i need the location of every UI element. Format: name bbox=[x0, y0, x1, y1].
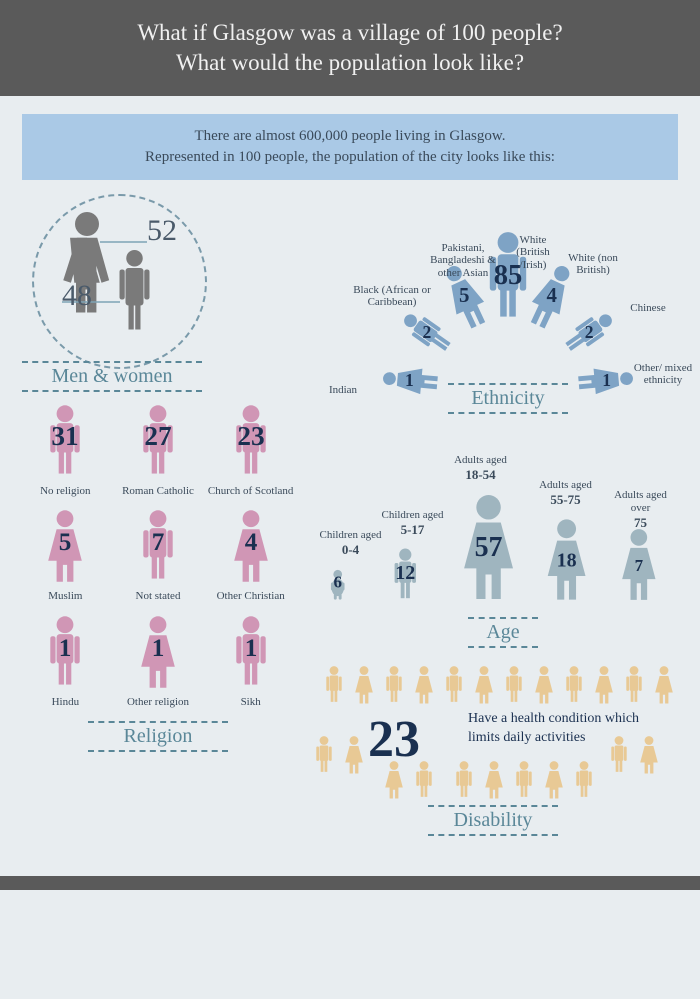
svg-text:18: 18 bbox=[557, 549, 577, 571]
religion-item: 5Muslim bbox=[22, 507, 109, 603]
religion-item: 31No religion bbox=[22, 402, 109, 498]
age-label: Age bbox=[468, 617, 538, 648]
svg-text:12: 12 bbox=[395, 562, 415, 584]
religion-label: Religion bbox=[88, 721, 228, 752]
religion-item: 1Other religion bbox=[115, 613, 202, 709]
svg-text:1: 1 bbox=[59, 635, 72, 662]
disability-section: 23 Have a health condition which limits … bbox=[308, 660, 678, 830]
religion-item: 23Church of Scotland bbox=[207, 402, 294, 498]
gender-label: Men & women bbox=[22, 361, 202, 392]
svg-text:4: 4 bbox=[244, 530, 257, 557]
religion-item: 4Other Christian bbox=[207, 507, 294, 603]
header: What if Glasgow was a village of 100 peo… bbox=[0, 0, 700, 96]
subtitle-line1: There are almost 600,000 people living i… bbox=[194, 128, 505, 144]
svg-text:57: 57 bbox=[475, 532, 503, 563]
svg-text:1: 1 bbox=[405, 370, 414, 390]
ethnicity-label-item: Pakistani, Bangladeshi & other Asian bbox=[418, 242, 508, 280]
ethnicity-label-item: Other/ mixed ethnicity bbox=[628, 362, 698, 387]
svg-text:5: 5 bbox=[59, 530, 72, 557]
ethnicity-label-item: White (British /Irish) bbox=[503, 234, 563, 272]
svg-text:5: 5 bbox=[459, 283, 469, 307]
religion-section: 31No religion27Roman Catholic23Church of… bbox=[22, 402, 294, 862]
men-value: 48 bbox=[62, 279, 92, 313]
svg-text:2: 2 bbox=[423, 322, 432, 342]
disability-value: 23 bbox=[368, 710, 420, 769]
ethnicity-label-item: Indian bbox=[318, 384, 368, 397]
subtitle-line2: Represented in 100 people, the populatio… bbox=[145, 149, 555, 165]
age-label-item: Children aged5-17 bbox=[380, 509, 445, 538]
svg-text:6: 6 bbox=[333, 572, 342, 591]
svg-text:31: 31 bbox=[52, 421, 79, 451]
ethnicity-label-item: Black (African or Caribbean) bbox=[352, 284, 432, 309]
age-label-item: Children aged0-4 bbox=[318, 529, 383, 558]
footer-bar bbox=[0, 876, 700, 890]
gender-section: 52 48 Men & women bbox=[22, 194, 294, 384]
disability-text: Have a health condition which limits dai… bbox=[468, 710, 648, 748]
religion-item: 1Hindu bbox=[22, 613, 109, 709]
religion-item: 1Sikh bbox=[207, 613, 294, 709]
svg-text:1: 1 bbox=[244, 635, 257, 662]
header-line2: What would the population look like? bbox=[176, 50, 524, 75]
age-section: 6 12 57 18 7 Children aged0-4Children aged5-… bbox=[308, 432, 678, 642]
age-label-item: Adults aged55-75 bbox=[533, 479, 598, 508]
disability-label: Disability bbox=[428, 805, 558, 836]
subtitle-box: There are almost 600,000 people living i… bbox=[22, 114, 678, 180]
women-value: 52 bbox=[147, 214, 177, 248]
svg-text:1: 1 bbox=[152, 635, 165, 662]
svg-text:7: 7 bbox=[152, 530, 165, 557]
svg-text:23: 23 bbox=[237, 421, 264, 451]
svg-text:1: 1 bbox=[602, 370, 611, 390]
age-label-item: Adults aged18-54 bbox=[448, 454, 513, 483]
religion-item: 27Roman Catholic bbox=[115, 402, 202, 498]
svg-text:7: 7 bbox=[635, 556, 644, 575]
svg-text:4: 4 bbox=[547, 283, 558, 307]
ethnicity-label-item: Chinese bbox=[618, 302, 678, 315]
svg-text:27: 27 bbox=[144, 421, 171, 451]
ethnicity-label-item: White (non British) bbox=[563, 252, 623, 277]
age-label-item: Adults aged over75 bbox=[608, 489, 673, 532]
header-line1: What if Glasgow was a village of 100 peo… bbox=[137, 20, 562, 45]
ethnicity-label: Ethnicity bbox=[448, 383, 568, 414]
religion-item: 7Not stated bbox=[115, 507, 202, 603]
svg-text:2: 2 bbox=[585, 322, 594, 342]
ethnicity-section: 12585421 IndianBlack (African or Caribbe… bbox=[308, 194, 678, 414]
